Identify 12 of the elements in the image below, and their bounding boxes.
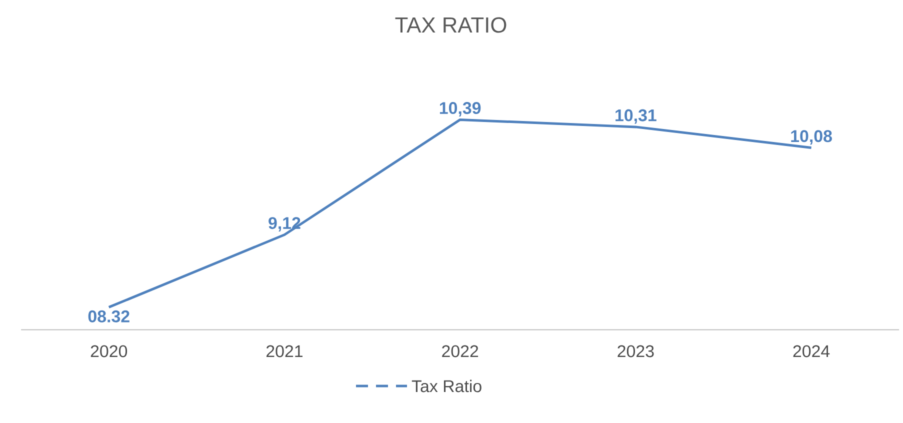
data-label: 10,08	[791, 130, 832, 145]
x-tick-label: 2023	[618, 345, 654, 358]
data-label: 10,39	[440, 102, 481, 117]
x-tick-label: 2022	[442, 345, 478, 358]
chart-title: TAX RATIO	[395, 17, 506, 33]
data-label: 08.32	[88, 310, 130, 322]
x-tick-label: 2020	[90, 345, 128, 358]
x-tick-label: 2024	[793, 345, 830, 358]
data-label: 10,31	[616, 109, 656, 124]
legend-label: Tax Ratio	[412, 380, 482, 392]
data-label: 9,12	[268, 217, 300, 232]
x-tick-label: 2021	[266, 345, 302, 358]
